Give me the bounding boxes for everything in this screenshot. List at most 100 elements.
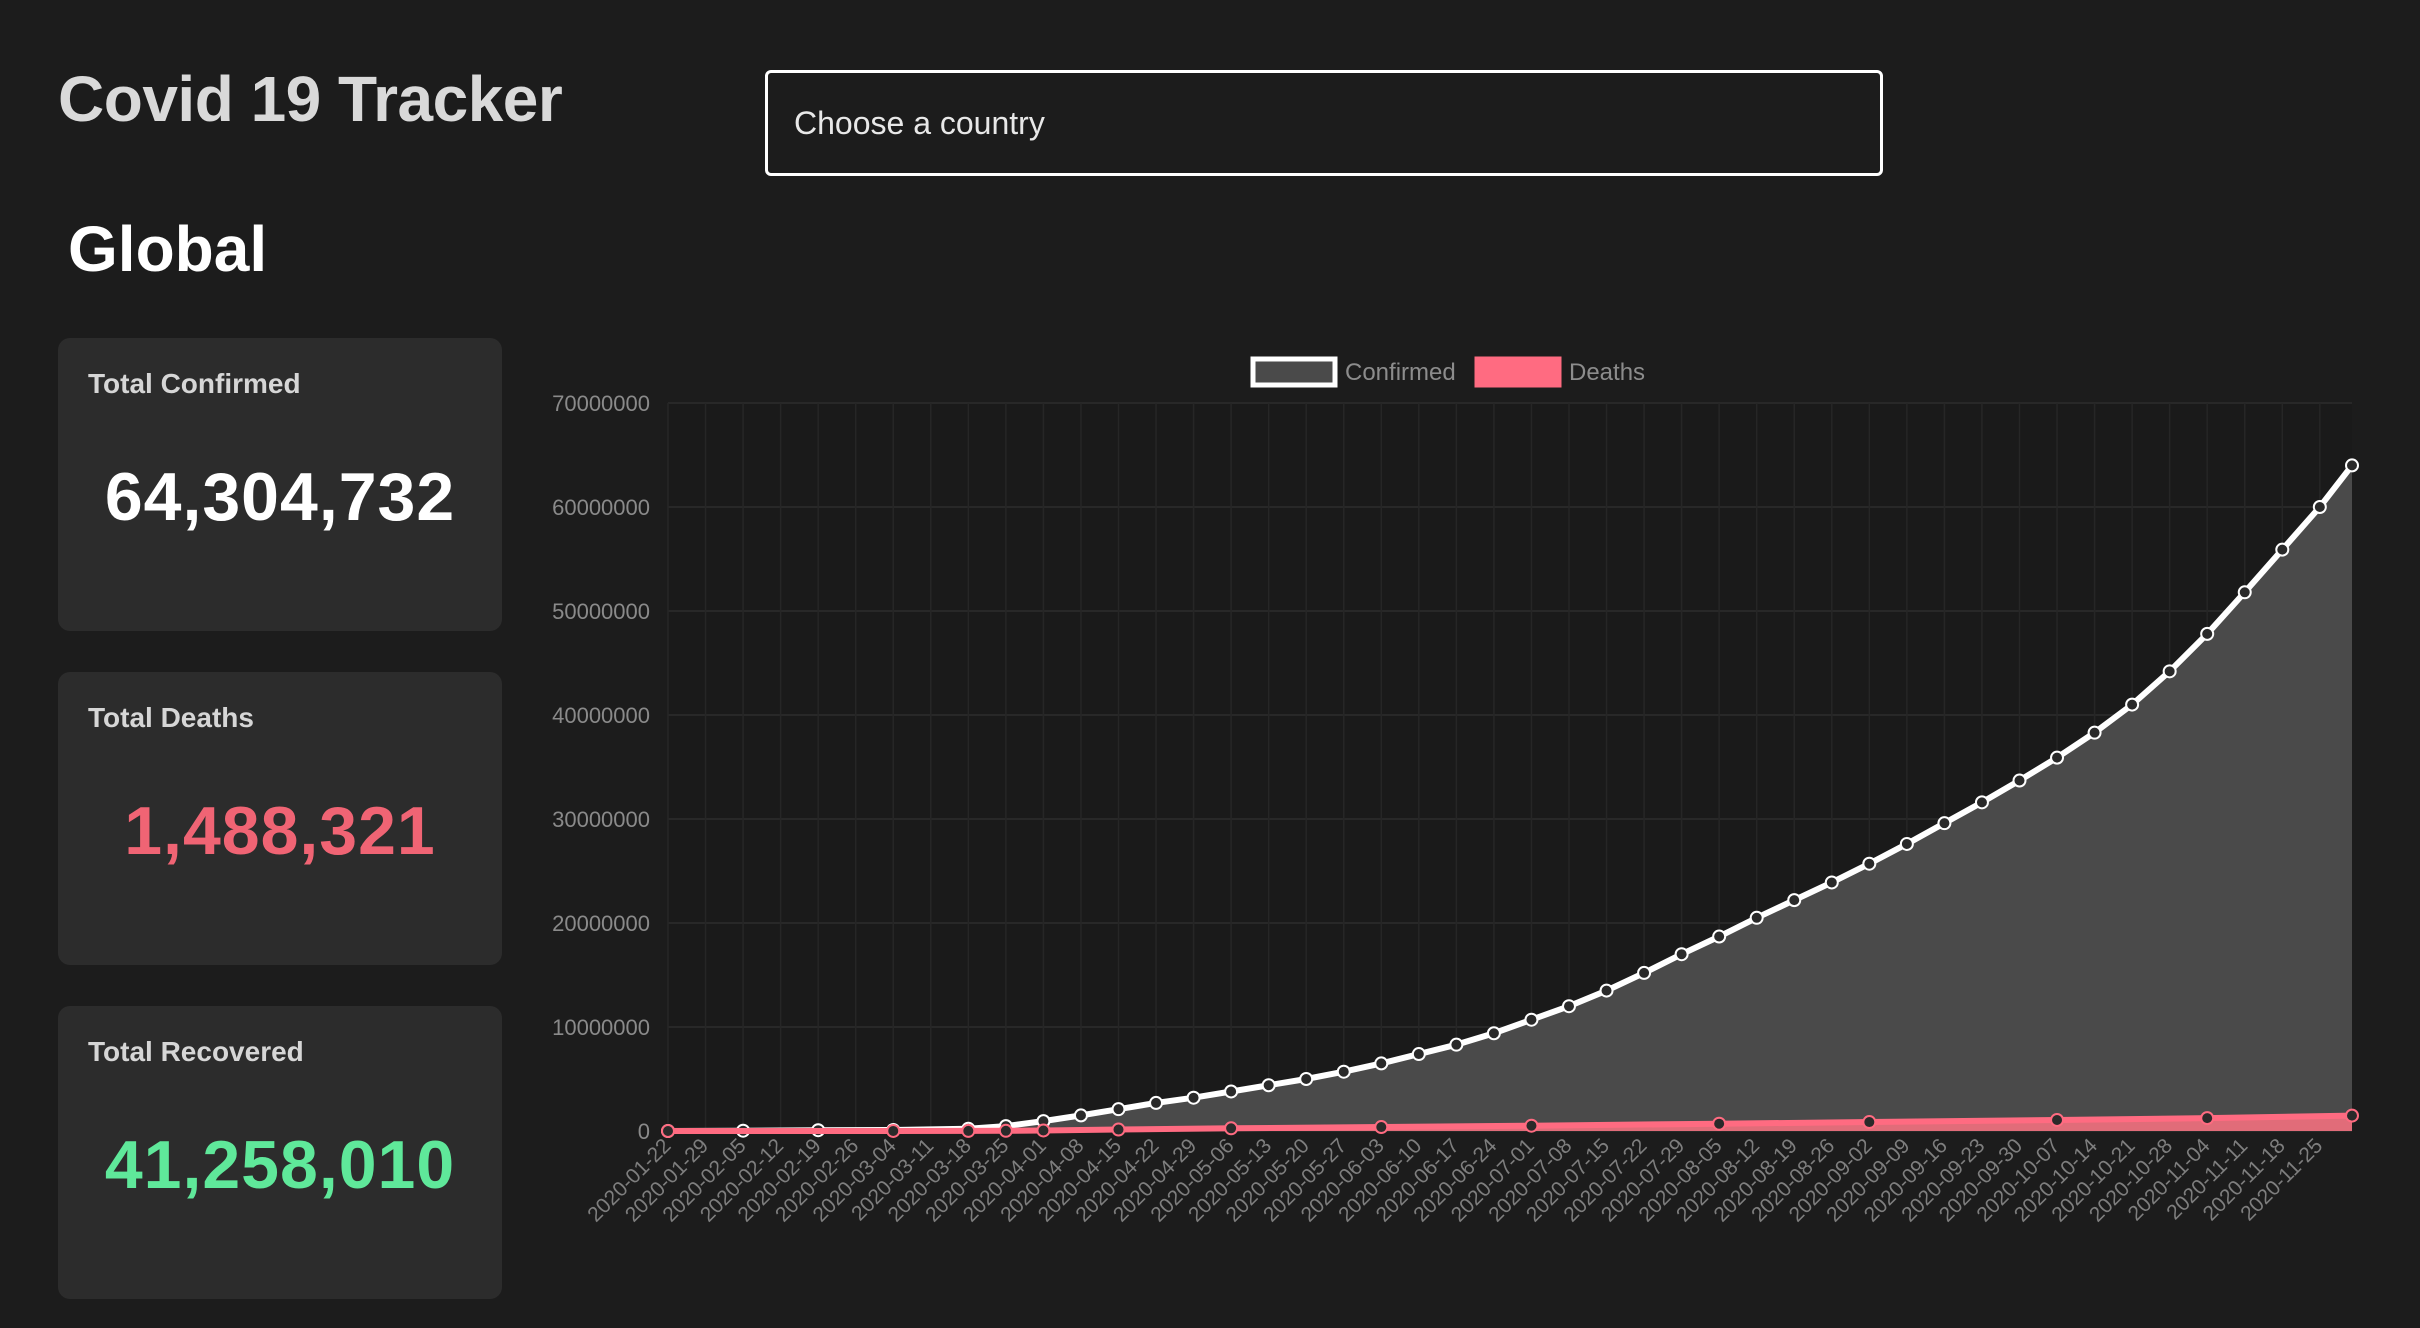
confirmed-point [1261, 1078, 1276, 1093]
country-select-placeholder: Choose a country [794, 104, 1045, 141]
x-tick-label: 2020-03-25 [921, 1134, 1013, 1226]
confirmed-point [1186, 1090, 1201, 1105]
confirmed-point [661, 1124, 675, 1138]
confirmed-point [1974, 795, 1989, 810]
legend-confirmed-label[interactable]: Confirmed [1345, 359, 1456, 386]
deaths-point [1524, 1118, 1539, 1133]
confirmed-line [667, 463, 2355, 1134]
x-tick-label: 2020-07-22 [1559, 1134, 1651, 1226]
confirmed-point [998, 1119, 1013, 1134]
legend-confirmed-swatch [1250, 356, 1338, 388]
confirmed-point [1411, 1047, 1426, 1062]
confirmed-point [1599, 983, 1614, 998]
x-tick-label: 2020-02-26 [771, 1134, 863, 1226]
y-tick-label: 70000000 [552, 391, 650, 416]
confirmed-point [1899, 836, 1914, 851]
confirmed-point [1937, 816, 1952, 831]
confirmed-point [1712, 929, 1727, 944]
deaths-point [1862, 1115, 1877, 1130]
y-tick-label: 30000000 [552, 807, 650, 832]
confirmed-point [811, 1123, 826, 1138]
x-tick-label: 2020-05-20 [1222, 1134, 1314, 1226]
total-confirmed-label: Total Confirmed [88, 368, 301, 399]
confirmed-point [1449, 1037, 1464, 1052]
confirmed-point [1824, 875, 1839, 890]
legend-deaths-swatch [1474, 356, 1562, 388]
confirmed-point [1111, 1102, 1126, 1117]
x-tick-label: 2020-03-18 [884, 1134, 976, 1226]
y-tick-label: 40000000 [552, 703, 650, 728]
confirmed-point [1224, 1084, 1239, 1099]
x-tick-label: 2020-04-29 [1109, 1134, 1201, 1226]
confirmed-point [1561, 999, 1576, 1014]
confirmed-point [2237, 585, 2252, 600]
confirmed-point [2012, 773, 2027, 788]
total-recovered-card: Total Recovered 41,258,010 [58, 1006, 502, 1299]
deaths-point [961, 1123, 976, 1138]
country-select[interactable]: Choose a country [765, 70, 1883, 176]
confirmed-point [2162, 664, 2177, 679]
x-tick-label: 2020-10-14 [2010, 1134, 2102, 1226]
x-tick-label: 2020-05-13 [1184, 1134, 1276, 1226]
x-tick-label: 2020-02-19 [733, 1134, 825, 1226]
confirmed-point [1374, 1056, 1389, 1071]
x-tick-label: 2020-04-01 [959, 1134, 1051, 1226]
x-tick-label: 2020-09-09 [1822, 1134, 1914, 1226]
confirmed-point [1637, 965, 1652, 980]
confirmed-point [1336, 1064, 1351, 1079]
section-title: Global [68, 213, 268, 285]
confirmed-point [2087, 725, 2102, 740]
deaths-point [2345, 1108, 2359, 1123]
x-tick-label: 2020-09-16 [1860, 1134, 1952, 1226]
deaths-point [1036, 1123, 1051, 1138]
app-title: Covid 19 Tracker [58, 63, 563, 135]
x-tick-label: 2020-02-12 [696, 1134, 788, 1226]
confirmed-point [886, 1123, 901, 1138]
plot-area [668, 403, 2352, 1131]
x-tick-label: 2020-11-18 [2199, 1134, 2290, 1225]
x-tick-label: 2020-08-05 [1634, 1134, 1726, 1226]
confirmed-area [668, 465, 2352, 1131]
confirmed-point [1749, 910, 1764, 925]
x-tick-label: 2020-04-15 [1034, 1134, 1126, 1226]
confirmed-point [2275, 542, 2290, 557]
deaths-point [1224, 1121, 1239, 1136]
x-tick-label: 2020-06-17 [1372, 1134, 1464, 1226]
confirmed-point [2345, 458, 2359, 473]
confirmed-point [961, 1121, 976, 1136]
total-deaths-label: Total Deaths [88, 702, 254, 733]
confirmed-point [2200, 626, 2215, 641]
legend-deaths-label[interactable]: Deaths [1569, 359, 1645, 386]
x-tick-label: 2020-04-22 [1071, 1134, 1163, 1226]
x-tick-label: 2020-01-22 [583, 1134, 675, 1226]
x-tick-label: 2020-08-26 [1747, 1134, 1839, 1226]
x-tick-label: 2020-11-25 [2236, 1134, 2327, 1225]
x-tick-label: 2020-07-15 [1522, 1134, 1614, 1226]
x-tick-label: 2020-05-06 [1146, 1134, 1238, 1226]
confirmed-point [736, 1123, 751, 1138]
x-tick-label: 2020-03-11 [847, 1134, 938, 1225]
confirmed-point [1299, 1072, 1314, 1086]
deaths-point [998, 1123, 1013, 1138]
x-tick-label: 2020-06-24 [1409, 1134, 1501, 1226]
x-tick-label: 2020-03-04 [809, 1134, 901, 1226]
deaths-point [2200, 1111, 2215, 1126]
x-tick-label: 2020-07-08 [1484, 1134, 1576, 1226]
x-tick-label: 2020-08-12 [1672, 1134, 1764, 1226]
x-tick-label: 2020-05-27 [1259, 1134, 1351, 1226]
x-tick-label: 2020-07-01 [1447, 1134, 1539, 1226]
x-tick-label: 2020-09-02 [1785, 1134, 1877, 1226]
deaths-point [886, 1123, 901, 1138]
confirmed-point [1787, 893, 1802, 908]
total-recovered-value: 41,258,010 [104, 1127, 456, 1203]
confirmed-point [1486, 1026, 1501, 1041]
x-tick-label: 2020-09-30 [1935, 1134, 2027, 1226]
x-tick-label: 2020-11-11 [2162, 1134, 2252, 1224]
deaths-point [1374, 1120, 1389, 1135]
x-tick-label: 2020-01-29 [621, 1134, 713, 1226]
y-tick-label: 60000000 [552, 495, 650, 520]
deaths-line [667, 1112, 2353, 1134]
confirmed-point [1862, 856, 1877, 871]
confirmed-point [1036, 1114, 1051, 1129]
y-tick-label: 20000000 [552, 911, 650, 936]
